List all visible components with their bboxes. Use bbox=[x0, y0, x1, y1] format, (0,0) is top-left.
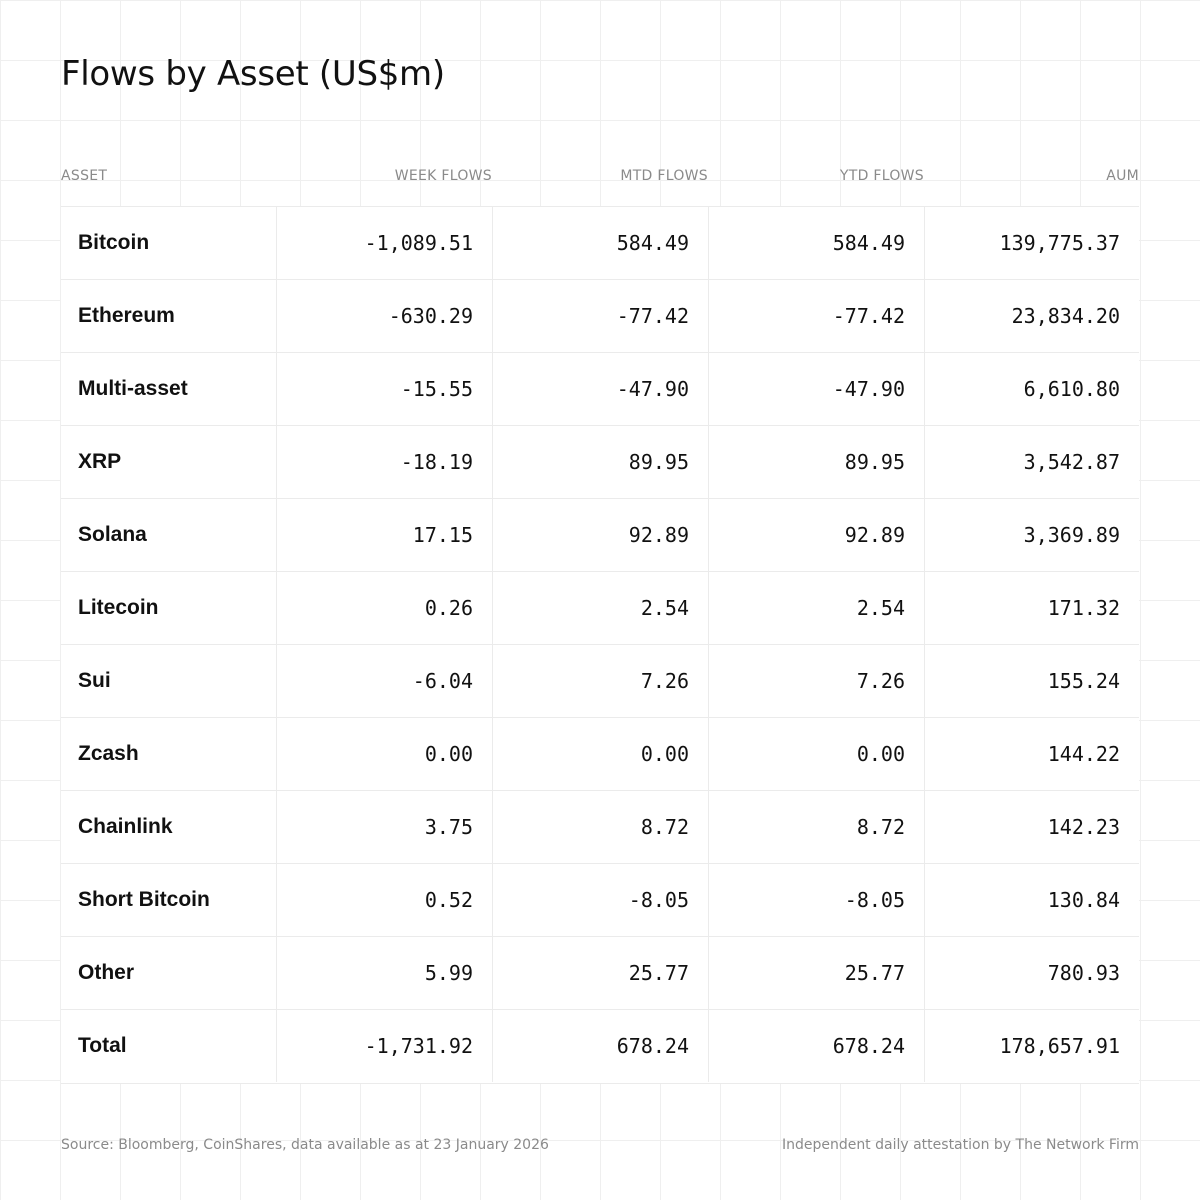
mtd-flows-cell: -77.42 bbox=[492, 280, 708, 352]
aum-cell: 23,834.20 bbox=[924, 280, 1139, 352]
column-header-mtd-flows: MTD FLOWS bbox=[620, 168, 708, 184]
mtd-flows-cell: -8.05 bbox=[492, 864, 708, 936]
ytd-flows-cell: 8.72 bbox=[708, 791, 924, 863]
week-flows-cell: 3.75 bbox=[276, 791, 492, 863]
aum-cell: 3,542.87 bbox=[924, 426, 1139, 498]
aum-cell: 142.23 bbox=[924, 791, 1139, 863]
week-flows-cell: 0.52 bbox=[276, 864, 492, 936]
aum-cell: 171.32 bbox=[924, 572, 1139, 644]
asset-cell: Sui bbox=[78, 669, 111, 692]
aum-cell: 139,775.37 bbox=[924, 207, 1139, 279]
asset-cell: Short Bitcoin bbox=[78, 888, 210, 911]
attestation-note: Independent daily attestation by The Net… bbox=[781, 1137, 1139, 1153]
mtd-flows-cell: 678.24 bbox=[492, 1010, 708, 1082]
week-flows-cell: -1,731.92 bbox=[276, 1010, 492, 1082]
asset-cell: Ethereum bbox=[78, 304, 175, 327]
column-header-week-flows: WEEK FLOWS bbox=[394, 168, 492, 184]
ytd-flows-cell: 678.24 bbox=[708, 1010, 924, 1082]
asset-cell: Total bbox=[78, 1034, 127, 1057]
asset-cell: XRP bbox=[78, 450, 122, 473]
table-row: Short Bitcoin 0.52 -8.05 -8.05 130.84 bbox=[61, 864, 1139, 937]
aum-cell: 144.22 bbox=[924, 718, 1139, 790]
table-row: Sui -6.04 7.26 7.26 155.24 bbox=[61, 645, 1139, 718]
ytd-flows-cell: -47.90 bbox=[708, 353, 924, 425]
table-row: Ethereum -630.29 -77.42 -77.42 23,834.20 bbox=[61, 280, 1139, 353]
asset-cell: Zcash bbox=[78, 742, 139, 765]
week-flows-cell: 17.15 bbox=[276, 499, 492, 571]
aum-cell: 178,657.91 bbox=[924, 1010, 1139, 1082]
asset-cell: Multi-asset bbox=[78, 377, 188, 400]
asset-cell: Other bbox=[78, 961, 135, 984]
mtd-flows-cell: -47.90 bbox=[492, 353, 708, 425]
ytd-flows-cell: 2.54 bbox=[708, 572, 924, 644]
ytd-flows-cell: 7.26 bbox=[708, 645, 924, 717]
mtd-flows-cell: 25.77 bbox=[492, 937, 708, 1009]
mtd-flows-cell: 0.00 bbox=[492, 718, 708, 790]
column-header-aum: AUM bbox=[1106, 168, 1139, 184]
aum-cell: 130.84 bbox=[924, 864, 1139, 936]
ytd-flows-cell: -77.42 bbox=[708, 280, 924, 352]
mtd-flows-cell: 8.72 bbox=[492, 791, 708, 863]
week-flows-cell: -18.19 bbox=[276, 426, 492, 498]
table-row: Litecoin 0.26 2.54 2.54 171.32 bbox=[61, 572, 1139, 645]
ytd-flows-cell: 25.77 bbox=[708, 937, 924, 1009]
mtd-flows-cell: 92.89 bbox=[492, 499, 708, 571]
column-header-asset: ASSET bbox=[61, 168, 108, 184]
week-flows-cell: -6.04 bbox=[276, 645, 492, 717]
table-row: XRP -18.19 89.95 89.95 3,542.87 bbox=[61, 426, 1139, 499]
mtd-flows-cell: 89.95 bbox=[492, 426, 708, 498]
ytd-flows-cell: 92.89 bbox=[708, 499, 924, 571]
week-flows-cell: -15.55 bbox=[276, 353, 492, 425]
asset-cell: Solana bbox=[78, 523, 147, 546]
column-header-ytd-flows: YTD FLOWS bbox=[839, 168, 924, 184]
table-row: Chainlink 3.75 8.72 8.72 142.23 bbox=[61, 791, 1139, 864]
aum-cell: 780.93 bbox=[924, 937, 1139, 1009]
mtd-flows-cell: 7.26 bbox=[492, 645, 708, 717]
ytd-flows-cell: 584.49 bbox=[708, 207, 924, 279]
chart-title: Flows by Asset (US$m) bbox=[61, 54, 445, 94]
table-header: ASSET WEEK FLOWS MTD FLOWS YTD FLOWS AUM bbox=[61, 165, 1139, 187]
table-row: Bitcoin -1,089.51 584.49 584.49 139,775.37 bbox=[61, 207, 1139, 280]
ytd-flows-cell: 89.95 bbox=[708, 426, 924, 498]
week-flows-cell: 0.00 bbox=[276, 718, 492, 790]
week-flows-cell: 5.99 bbox=[276, 937, 492, 1009]
table-row: Zcash 0.00 0.00 0.00 144.22 bbox=[61, 718, 1139, 791]
week-flows-cell: 0.26 bbox=[276, 572, 492, 644]
table-row: Multi-asset -15.55 -47.90 -47.90 6,610.80 bbox=[61, 353, 1139, 426]
aum-cell: 3,369.89 bbox=[924, 499, 1139, 571]
week-flows-cell: -1,089.51 bbox=[276, 207, 492, 279]
table-row: Other 5.99 25.77 25.77 780.93 bbox=[61, 937, 1139, 1010]
ytd-flows-cell: -8.05 bbox=[708, 864, 924, 936]
mtd-flows-cell: 2.54 bbox=[492, 572, 708, 644]
asset-cell: Chainlink bbox=[78, 815, 173, 838]
week-flows-cell: -630.29 bbox=[276, 280, 492, 352]
asset-cell: Litecoin bbox=[78, 596, 159, 619]
aum-cell: 155.24 bbox=[924, 645, 1139, 717]
flows-table: Bitcoin -1,089.51 584.49 584.49 139,775.37 Et… bbox=[61, 206, 1139, 1084]
aum-cell: 6,610.80 bbox=[924, 353, 1139, 425]
table-row: Solana 17.15 92.89 92.89 3,369.89 bbox=[61, 499, 1139, 572]
table-row: Total -1,731.92 678.24 678.24 178,657.91 bbox=[61, 1010, 1139, 1083]
asset-cell: Bitcoin bbox=[78, 231, 150, 254]
ytd-flows-cell: 0.00 bbox=[708, 718, 924, 790]
mtd-flows-cell: 584.49 bbox=[492, 207, 708, 279]
source-note: Source: Bloomberg, CoinShares, data avai… bbox=[61, 1137, 549, 1153]
